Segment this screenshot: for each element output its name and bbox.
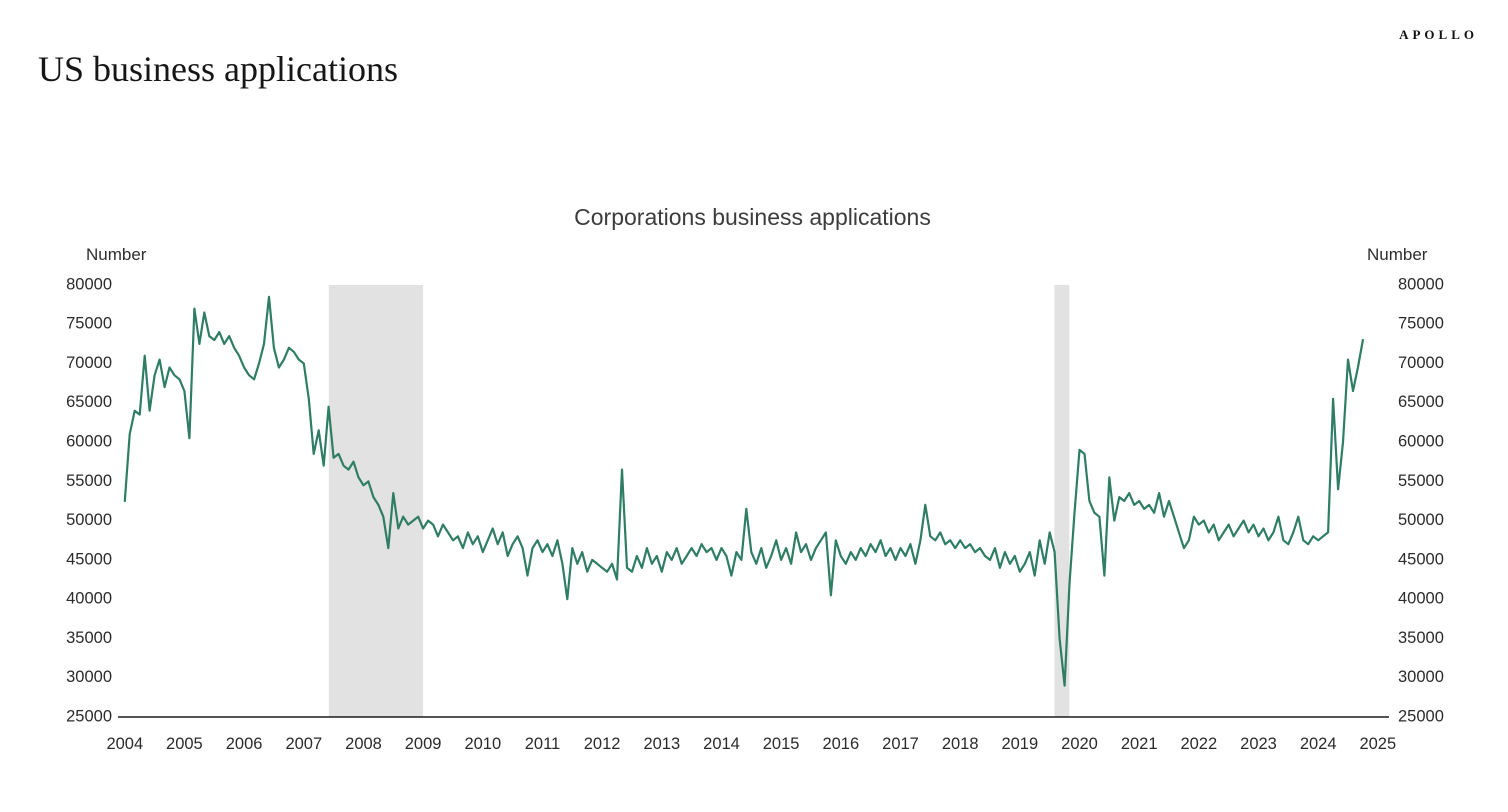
x-tick-label: 2010: [464, 735, 501, 753]
y-tick-label-left: 55000: [66, 472, 112, 490]
y-tick-label-left: 50000: [66, 511, 112, 529]
chart-title: Corporations business applications: [574, 204, 931, 230]
x-tick-label: 2020: [1061, 735, 1098, 753]
y-tick-label-right: 35000: [1398, 629, 1444, 647]
y-tick-label-right: 50000: [1398, 511, 1444, 529]
y-tick-label-left: 25000: [66, 707, 112, 725]
x-tick-label: 2024: [1300, 735, 1337, 753]
y-tick-label-right: 25000: [1398, 707, 1444, 725]
y-tick-label-right: 70000: [1398, 354, 1444, 372]
x-tick-label: 2016: [822, 735, 859, 753]
y-tick-label-left: 60000: [66, 432, 112, 450]
x-tick-label: 2018: [942, 735, 979, 753]
y-tick-label-right: 60000: [1398, 432, 1444, 450]
y-tick-label-right: 45000: [1398, 550, 1444, 568]
apollo-logo: APOLLO: [1399, 27, 1478, 42]
y-axis-label-left: Number: [86, 245, 147, 264]
y-tick-label-left: 65000: [66, 393, 112, 411]
y-tick-label-left: 40000: [66, 590, 112, 608]
y-tick-label-right: 40000: [1398, 590, 1444, 608]
x-tick-label: 2011: [525, 735, 560, 753]
x-tick-label: 2025: [1359, 735, 1396, 753]
x-tick-label: 2006: [226, 735, 263, 753]
y-tick-label-right: 55000: [1398, 472, 1444, 490]
y-tick-label-right: 80000: [1398, 275, 1444, 293]
page-title: US business applications: [38, 49, 398, 89]
x-tick-label: 2012: [584, 735, 621, 753]
y-tick-label-left: 35000: [66, 629, 112, 647]
x-tick-label: 2004: [106, 735, 143, 753]
y-tick-label-left: 75000: [66, 315, 112, 333]
series-line: [123, 295, 1365, 687]
x-tick-label: 2014: [703, 735, 740, 753]
x-tick-label: 2023: [1240, 735, 1277, 753]
x-tick-label: 2021: [1121, 735, 1158, 753]
y-tick-label-right: 65000: [1398, 393, 1444, 411]
y-tick-label-right: 30000: [1398, 668, 1444, 686]
y-tick-label-right: 75000: [1398, 315, 1444, 333]
x-tick-label: 2008: [345, 735, 382, 753]
y-tick-label-left: 80000: [66, 275, 112, 293]
x-tick-label: 2013: [643, 735, 680, 753]
y-tick-label-left: 70000: [66, 354, 112, 372]
x-tick-label: 2017: [882, 735, 919, 753]
y-axis-label-right: Number: [1367, 245, 1428, 264]
x-tick-label: 2009: [405, 735, 442, 753]
x-tick-label: 2007: [285, 735, 322, 753]
x-tick-label: 2019: [1001, 735, 1038, 753]
x-tick-label: 2022: [1180, 735, 1217, 753]
x-tick-label: 2005: [166, 735, 203, 753]
y-tick-label-left: 30000: [66, 668, 112, 686]
x-tick-label: 2015: [763, 735, 800, 753]
y-tick-label-left: 45000: [66, 550, 112, 568]
